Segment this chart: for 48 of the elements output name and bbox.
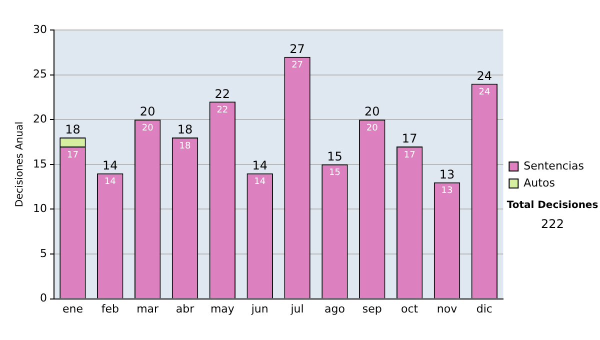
y-tick-label: 30 [32, 22, 47, 36]
x-tick-label: sep [362, 302, 382, 316]
y-axis-title: Decisiones Anual [14, 122, 26, 208]
x-tick-label: feb [101, 302, 119, 316]
total-label: 18 [177, 122, 193, 137]
y-tick-label: 5 [40, 246, 47, 260]
data-label: 14 [104, 177, 116, 188]
total-label: 14 [102, 158, 118, 172]
total-label: 27 [290, 42, 305, 56]
total-label: 20 [140, 104, 156, 119]
text: Total Decisiones [506, 200, 600, 211]
total-label: 18 [65, 122, 80, 137]
total-label: 15 [327, 150, 342, 164]
data-label: 13 [441, 186, 453, 196]
data-label: 17 [404, 150, 416, 160]
x-tick-label: oct [401, 302, 419, 316]
data-label: 20 [142, 123, 154, 134]
legend-label: Autos [524, 176, 556, 190]
data-label: 14 [254, 177, 266, 188]
legend-label: Sentencias [524, 159, 584, 172]
x-tick-label: jun [250, 302, 268, 316]
data-label: 20 [366, 123, 378, 134]
total-label: 22 [214, 86, 230, 101]
total-label: 14 [252, 158, 268, 172]
x-tick-label: mar [136, 302, 160, 316]
y-tick-label: 20 [32, 112, 47, 126]
data-label: 22 [216, 106, 228, 116]
x-tick-label: ene [62, 302, 84, 316]
x-tick-label: dic [476, 302, 492, 316]
y-tick-label: 0 [40, 292, 47, 305]
data-label: 17 [66, 150, 78, 160]
total-label: 24 [476, 68, 492, 83]
data-label: 18 [179, 141, 191, 152]
x-tick-label: ago [324, 302, 346, 316]
y-tick-label: 25 [32, 68, 47, 81]
data-label: 15 [328, 168, 340, 178]
x-tick-label: nov [436, 302, 458, 316]
x-tick-label: jul [290, 302, 304, 316]
data-label: 27 [292, 60, 304, 71]
x-tick-label: may [210, 302, 235, 316]
total-label: 17 [402, 132, 418, 146]
total-label: 13 [439, 167, 455, 182]
text: 222 [540, 217, 565, 231]
data-label: 24 [478, 88, 490, 98]
x-tick-label: abr [176, 302, 195, 316]
y-tick-label: 10 [32, 202, 47, 216]
total-label: 20 [364, 104, 380, 119]
y-tick-label: 15 [32, 157, 47, 170]
